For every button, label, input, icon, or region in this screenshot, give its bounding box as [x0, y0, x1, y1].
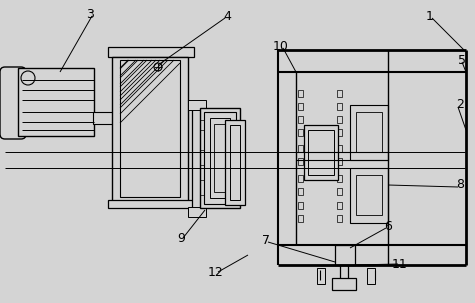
Bar	[298, 158, 303, 165]
Bar	[230, 125, 240, 200]
Bar	[192, 105, 202, 215]
Bar	[18, 68, 94, 136]
Text: 9: 9	[177, 231, 185, 245]
Bar	[337, 158, 342, 165]
Bar	[367, 268, 375, 284]
Bar	[112, 57, 188, 207]
Bar	[335, 245, 355, 265]
Bar	[298, 175, 303, 182]
Text: 12: 12	[208, 265, 224, 278]
Bar	[340, 265, 348, 280]
Circle shape	[21, 71, 35, 85]
Bar	[337, 103, 342, 110]
Bar	[108, 47, 194, 57]
Bar	[337, 188, 342, 195]
Text: 4: 4	[223, 9, 231, 22]
Bar	[200, 108, 240, 208]
Bar	[204, 112, 236, 204]
FancyBboxPatch shape	[0, 67, 26, 139]
Text: 1: 1	[426, 9, 434, 22]
Text: 2: 2	[456, 98, 464, 112]
Text: 8: 8	[456, 178, 464, 191]
Circle shape	[154, 63, 162, 71]
Bar	[298, 129, 303, 136]
Bar	[337, 116, 342, 123]
Bar	[188, 207, 206, 217]
Bar	[337, 202, 342, 209]
Text: 10: 10	[273, 39, 289, 52]
Bar	[317, 268, 325, 284]
Text: 11: 11	[392, 258, 408, 271]
Bar	[298, 103, 303, 110]
Text: 7: 7	[262, 234, 270, 247]
Bar	[337, 129, 342, 136]
Bar	[210, 118, 230, 198]
Bar	[214, 124, 226, 192]
Bar	[120, 60, 180, 197]
Bar	[298, 90, 303, 97]
Bar	[188, 100, 206, 110]
Bar	[337, 215, 342, 222]
Bar	[337, 175, 342, 182]
Bar	[298, 145, 303, 152]
Bar	[337, 90, 342, 97]
Bar	[308, 130, 334, 175]
Bar	[108, 200, 194, 208]
Bar	[93, 112, 113, 124]
Text: 5: 5	[458, 54, 466, 66]
Bar	[350, 168, 388, 223]
Bar	[225, 120, 245, 205]
Text: 6: 6	[384, 219, 392, 232]
Bar	[337, 145, 342, 152]
Bar	[298, 215, 303, 222]
Bar	[332, 278, 356, 290]
Text: 3: 3	[86, 8, 94, 21]
Bar	[356, 112, 382, 152]
Bar	[356, 175, 382, 215]
Bar	[350, 105, 388, 160]
Bar	[304, 125, 338, 180]
Bar	[298, 202, 303, 209]
Bar	[298, 188, 303, 195]
Bar	[298, 116, 303, 123]
